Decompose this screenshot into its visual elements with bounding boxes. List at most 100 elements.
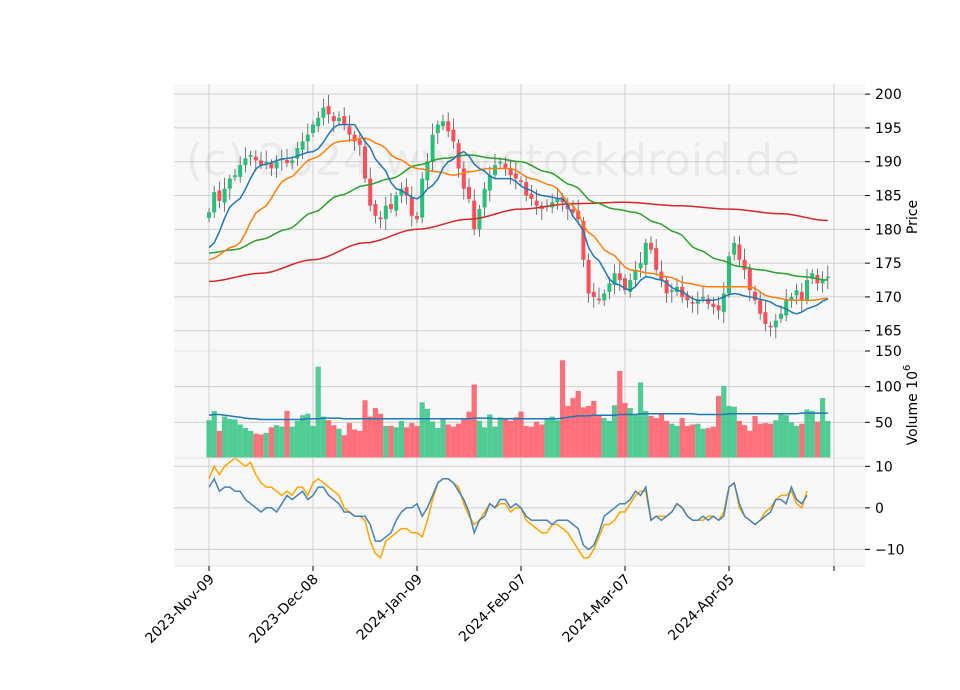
candle-9 bbox=[253, 150, 258, 172]
volume-bar-25 bbox=[336, 428, 342, 458]
volume-bar-81 bbox=[627, 408, 633, 458]
candle-body-52 bbox=[477, 209, 482, 230]
candle-5 bbox=[233, 168, 237, 181]
volume-bar-103 bbox=[742, 425, 748, 458]
candle-body-84 bbox=[643, 242, 648, 265]
volume-bar-109 bbox=[773, 420, 779, 458]
candle-body-44 bbox=[435, 124, 440, 134]
candle-73 bbox=[586, 253, 591, 303]
volume-bar-91 bbox=[679, 418, 685, 458]
ma-fast-line bbox=[208, 123, 829, 315]
ma-slow-line bbox=[208, 154, 828, 281]
volume-bar-62 bbox=[528, 426, 534, 458]
price-ytick-label-1: 170 bbox=[875, 290, 902, 306]
candle-3 bbox=[222, 177, 227, 212]
volume-bar-84 bbox=[643, 410, 649, 458]
candle-11 bbox=[264, 150, 269, 170]
volume-bar-85 bbox=[648, 415, 654, 458]
volume-bar-76 bbox=[601, 418, 607, 458]
price-ytick-label-6: 195 bbox=[875, 121, 902, 137]
candle-body-50 bbox=[467, 187, 471, 199]
volume-bar-98 bbox=[716, 395, 722, 458]
candle-32 bbox=[373, 199, 378, 224]
candle-body-114 bbox=[799, 291, 804, 301]
volume-bar-60 bbox=[518, 411, 524, 458]
candle-body-13 bbox=[274, 161, 279, 169]
candle-29 bbox=[357, 133, 362, 156]
candle-78 bbox=[612, 264, 617, 295]
candle-31 bbox=[368, 167, 373, 212]
candle-body-92 bbox=[685, 295, 690, 301]
volume-bar-106 bbox=[757, 423, 763, 458]
candle-body-90 bbox=[675, 286, 679, 292]
candle-body-47 bbox=[451, 129, 456, 142]
volume-bar-59 bbox=[513, 417, 519, 458]
volume-bar-90 bbox=[674, 425, 680, 458]
candle-34 bbox=[383, 196, 388, 231]
volume-bar-65 bbox=[544, 419, 550, 458]
candle-21 bbox=[316, 111, 321, 132]
xtick-label-3: 2024-Feb-07 bbox=[456, 572, 530, 646]
candle-body-30 bbox=[363, 146, 367, 179]
volume-bar-0 bbox=[206, 420, 212, 458]
candle-body-102 bbox=[737, 244, 742, 260]
candle-body-4 bbox=[227, 178, 232, 189]
volume-axis-label-exponent: 6 bbox=[902, 365, 913, 371]
volume-bar-38 bbox=[404, 427, 410, 458]
candle-body-112 bbox=[789, 296, 794, 301]
volume-bar-73 bbox=[586, 405, 592, 458]
candle-100 bbox=[727, 252, 731, 298]
candle-43 bbox=[430, 123, 435, 171]
candle-26 bbox=[342, 107, 347, 131]
osc-ytick-label-2: 10 bbox=[875, 459, 893, 475]
candle-35 bbox=[389, 192, 393, 214]
volume-bar-39 bbox=[409, 423, 415, 458]
candle-body-38 bbox=[404, 187, 409, 196]
volume-bar-44 bbox=[435, 428, 441, 458]
candle-2 bbox=[217, 181, 222, 209]
candle-118 bbox=[820, 271, 825, 293]
candle-37 bbox=[399, 182, 404, 203]
candle-19 bbox=[305, 123, 310, 153]
candle-body-55 bbox=[493, 165, 497, 176]
volume-bar-21 bbox=[315, 366, 321, 458]
candle-body-63 bbox=[534, 200, 539, 206]
candle-114 bbox=[799, 283, 804, 312]
volume-bar-104 bbox=[747, 430, 753, 458]
candle-body-37 bbox=[399, 188, 404, 196]
volume-bar-5 bbox=[232, 419, 238, 458]
x-tick-labels: 2023-Nov-09 2023-Dec-08 2024-Jan-09 2024-Fe… bbox=[143, 572, 738, 647]
volume-bar-45 bbox=[440, 418, 446, 458]
volume-bar-86 bbox=[653, 418, 659, 458]
volume-ytick-label-2: 150 bbox=[875, 344, 902, 360]
candle-body-57 bbox=[503, 163, 508, 169]
candle-body-15 bbox=[285, 160, 289, 164]
candle-body-77 bbox=[607, 283, 612, 292]
volume-bar-7 bbox=[242, 428, 248, 458]
volume-bar-35 bbox=[388, 425, 394, 458]
volume-bar-99 bbox=[721, 385, 727, 458]
candle-body-107 bbox=[763, 312, 768, 324]
candle-109 bbox=[773, 314, 778, 339]
volume-bar-110 bbox=[778, 413, 784, 458]
candle-40 bbox=[415, 211, 419, 224]
candle-body-32 bbox=[373, 203, 378, 216]
candle-108 bbox=[768, 321, 773, 337]
candle-body-110 bbox=[779, 313, 783, 319]
candle-90 bbox=[675, 277, 679, 296]
volume-bar-12 bbox=[268, 427, 274, 458]
volume-bar-3 bbox=[222, 416, 228, 458]
volume-bar-28 bbox=[352, 429, 358, 458]
candle-102 bbox=[737, 235, 742, 268]
volume-bar-70 bbox=[570, 398, 576, 458]
candle-46 bbox=[446, 112, 451, 138]
candle-80 bbox=[623, 274, 627, 295]
volume-bar-105 bbox=[752, 415, 758, 458]
candle-body-3 bbox=[222, 188, 227, 203]
candle-body-41 bbox=[420, 178, 425, 218]
candle-36 bbox=[394, 191, 399, 217]
candle-body-95 bbox=[701, 296, 705, 299]
volume-bar-102 bbox=[736, 420, 742, 458]
volume-bar-69 bbox=[565, 405, 571, 458]
